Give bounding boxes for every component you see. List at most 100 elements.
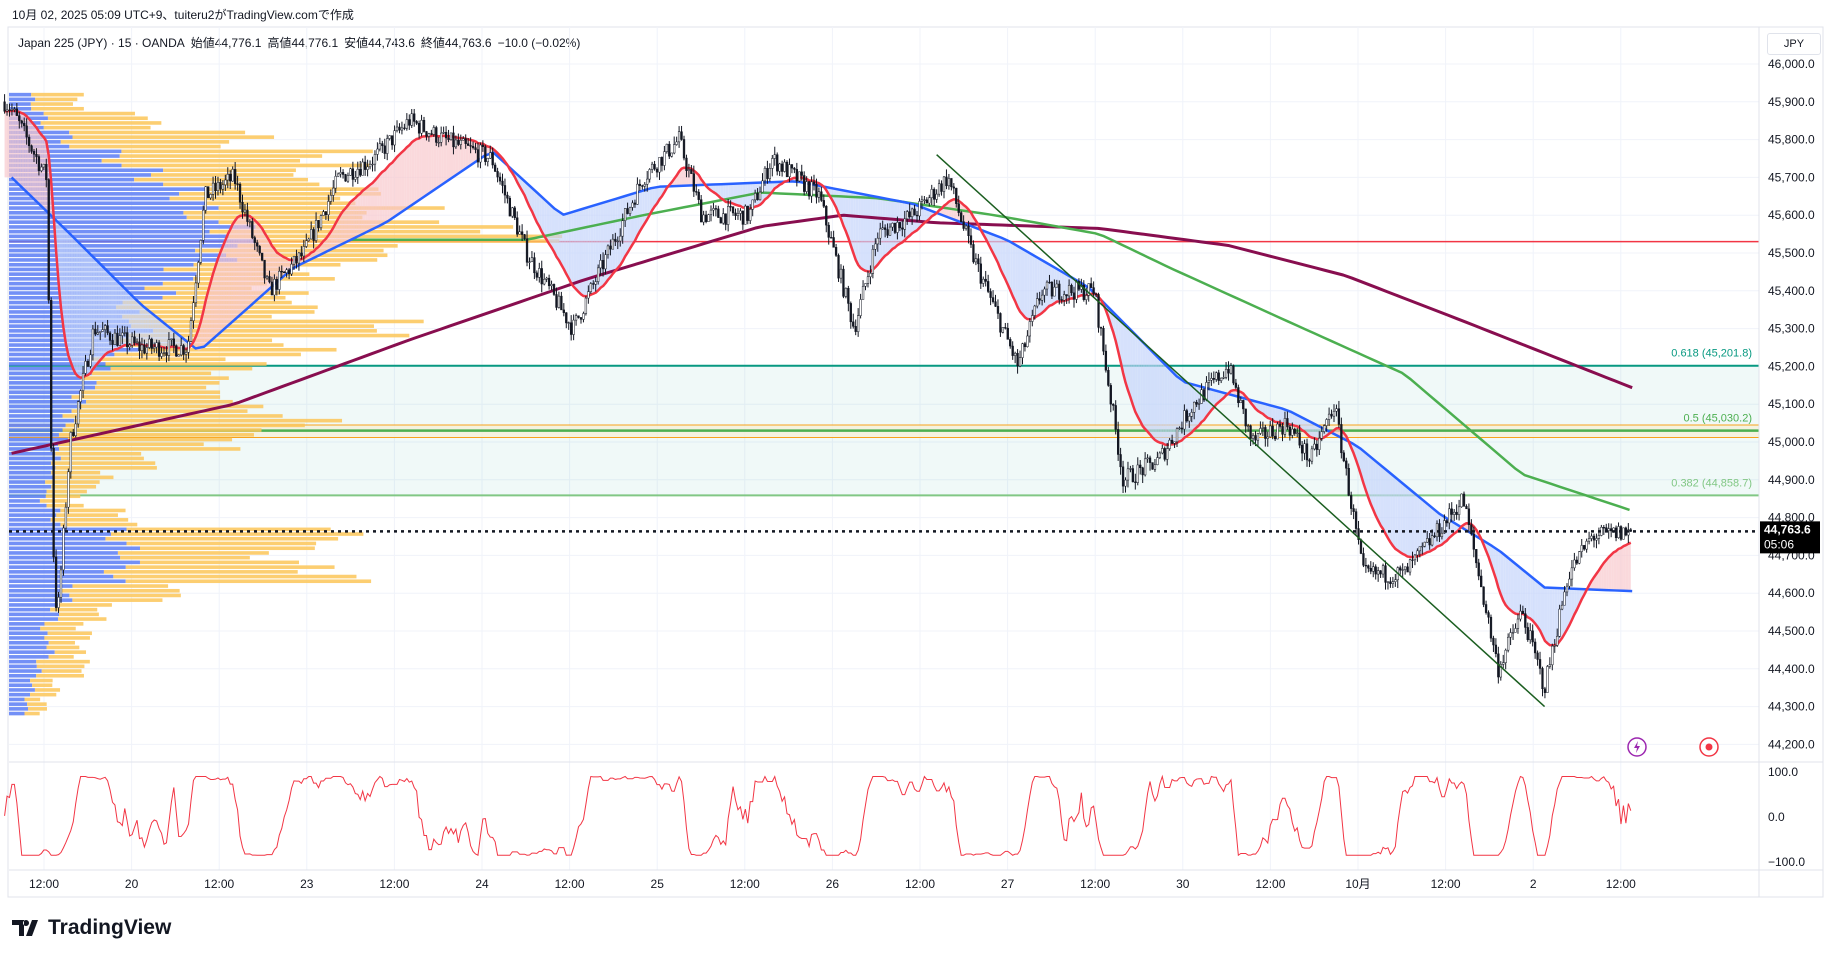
candle-body — [189, 320, 193, 342]
ma-cloud-segment — [338, 214, 341, 246]
candle-body — [1185, 410, 1188, 422]
candle-body — [1188, 416, 1191, 422]
candle-body — [422, 119, 426, 132]
ma-cloud-segment — [220, 246, 223, 333]
price-tick-label: 45,900.0 — [1768, 95, 1815, 109]
change-value: −10.0 (−0.02%) — [497, 36, 581, 50]
ma-cloud-segment — [87, 251, 91, 376]
candle-body — [216, 182, 220, 191]
ma-cloud-segment — [723, 184, 726, 202]
candle-body — [1300, 444, 1304, 454]
candle-body — [1158, 452, 1161, 458]
candle-body — [979, 263, 982, 284]
candle-body — [486, 157, 489, 162]
ma-cloud-segment — [1150, 349, 1153, 438]
candle-body — [960, 212, 963, 222]
ma-cloud-segment — [458, 137, 461, 174]
volume-profile-down-bar — [128, 333, 410, 338]
ma-cloud-segment — [419, 136, 422, 201]
ma-cloud-segment — [1395, 477, 1398, 551]
ma-cloud-segment — [350, 200, 353, 240]
ma-cloud-segment — [1044, 261, 1048, 311]
volume-profile-down-bar — [48, 655, 74, 659]
time-tick-label: 30 — [1176, 877, 1190, 891]
candle-body — [106, 325, 109, 334]
candle-body — [1256, 433, 1260, 441]
ma-cloud-segment — [1368, 455, 1371, 505]
target-icon[interactable] — [1699, 737, 1719, 757]
candle-body — [1085, 295, 1088, 300]
candle-body — [1563, 591, 1566, 606]
ma-cloud-segment — [249, 216, 253, 307]
candle-body — [1244, 408, 1247, 427]
candle-body — [493, 164, 497, 172]
ma-cloud-segment — [892, 199, 895, 249]
ma-cloud-segment — [612, 198, 616, 274]
candle-body — [199, 240, 202, 263]
trendlines[interactable] — [936, 154, 1546, 708]
trendline[interactable] — [936, 154, 1546, 708]
ma-cloud-segment — [382, 170, 385, 225]
candle-body — [1143, 458, 1147, 476]
fib-labels: 0.618 (45,201.8) 0.5 (45,030.2) 0.382 (44,… — [1671, 348, 1752, 490]
candle-body — [1296, 432, 1299, 434]
candle-body — [1099, 327, 1103, 329]
candle-body — [1048, 281, 1051, 284]
last-price-box — [1760, 521, 1820, 554]
candle-body — [366, 166, 369, 170]
volume-profile-up-bar — [9, 451, 56, 456]
candle-body — [307, 238, 310, 242]
candle-body — [226, 174, 229, 181]
candle-body — [1303, 443, 1306, 454]
price-tick-label: 44,400.0 — [1768, 662, 1815, 676]
ma-cloud-segment — [850, 191, 854, 253]
ma-cloud-segment — [397, 154, 400, 216]
candle-body — [1345, 460, 1348, 469]
volume-profile-down-bar — [169, 196, 341, 201]
candle-body — [1421, 545, 1424, 548]
candle-body — [778, 163, 781, 172]
candle-body — [751, 199, 754, 210]
candle-body — [130, 336, 134, 346]
ma-cloud-segment — [620, 196, 623, 266]
volume-profile-up-bar — [9, 399, 87, 404]
price-axis[interactable]: 46,000.0 45,900.0 45,800.0 45,700.0 45,600.0… — [1768, 57, 1815, 869]
candle-body — [540, 268, 543, 285]
volume-profile-down-bar — [139, 546, 315, 551]
candle-body — [103, 325, 107, 330]
candle-body — [714, 208, 718, 210]
currency-button[interactable]: JPY — [1767, 33, 1821, 55]
candle-body — [1536, 652, 1539, 660]
volume-profile-up-bar — [9, 97, 36, 102]
candle-body — [390, 135, 394, 146]
candle-body — [788, 164, 791, 177]
candle-body — [511, 207, 514, 217]
volume-profile-up-bar — [9, 697, 25, 702]
ma-cloud-segment — [43, 137, 47, 211]
ma-cloud-segment — [1260, 402, 1263, 414]
ma-cloud-segment — [588, 206, 591, 296]
candle-body — [528, 261, 531, 263]
ma-cloud-segment — [1191, 384, 1195, 433]
candle-body — [1622, 527, 1625, 540]
candle-body — [1318, 438, 1321, 450]
ma-cloud-segment — [1289, 411, 1293, 425]
candle-body — [111, 340, 114, 345]
ma-cloud-segment — [863, 194, 866, 271]
ma-cloud-segment — [1032, 254, 1035, 319]
time-axis[interactable]: 12:00 20 12:00 23 12:00 24 12:00 25 12:00 26 12:00… — [29, 877, 1636, 891]
candle-body — [324, 211, 328, 215]
volume-profile-up-bar — [9, 499, 40, 503]
candle-body — [776, 154, 779, 172]
candle-body — [739, 210, 742, 214]
candle-body — [1587, 538, 1591, 542]
last-price-label: 44,763.6 — [1764, 522, 1811, 536]
candle-body — [278, 270, 281, 290]
tradingview-logo[interactable]: TradingView — [12, 916, 171, 940]
candle-body — [930, 189, 933, 198]
symbol-name[interactable]: Japan 225 (JPY) · 15 · OANDA — [18, 36, 185, 50]
candle-body — [864, 283, 867, 287]
lightning-icon[interactable] — [1627, 737, 1647, 757]
ma-cloud-segment — [860, 193, 864, 270]
